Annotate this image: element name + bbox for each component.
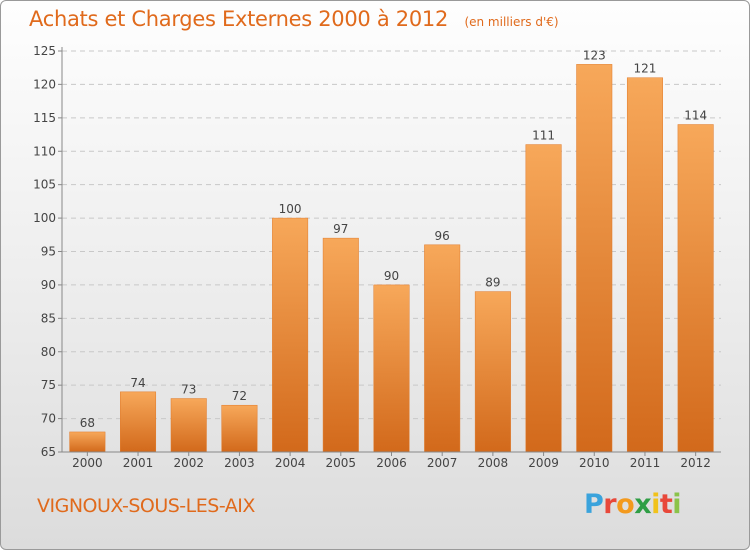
bar	[272, 217, 309, 453]
logo-letter: i	[672, 489, 682, 520]
y-tick-label: 95	[41, 245, 56, 259]
x-tick-label: 2003	[224, 456, 255, 470]
bar	[69, 431, 106, 453]
x-tick-label: 2008	[478, 456, 509, 470]
bar	[373, 284, 410, 453]
bar	[322, 237, 359, 453]
bar-value-label: 73	[181, 383, 196, 397]
chart-subtitle: (en milliers d'€)	[464, 15, 559, 29]
place-name: VIGNOUX-SOUS-LES-AIX	[37, 495, 255, 517]
x-tick-label: 2001	[123, 456, 154, 470]
logo-letter: r	[603, 489, 617, 520]
x-tick-label: 2009	[528, 456, 559, 470]
y-tick-label: 115	[33, 111, 56, 125]
bar	[120, 391, 157, 453]
bar-value-label: 100	[279, 202, 302, 216]
y-tick-label: 90	[41, 278, 56, 292]
x-tick-label: 2011	[630, 456, 661, 470]
x-tick-label: 2006	[376, 456, 407, 470]
logo-letter: i	[651, 489, 660, 520]
logo-letter: P	[584, 489, 604, 520]
bar	[677, 124, 714, 453]
y-tick-label: 125	[33, 44, 56, 58]
bar	[170, 398, 207, 453]
y-tick-label: 65	[41, 445, 56, 459]
proxiti-logo: Proxiti	[584, 489, 682, 520]
bar-value-label: 72	[232, 389, 247, 403]
bars: 68 74 73 72 100 97 90 96 89 111 123 121 114	[69, 48, 714, 453]
chart-title-text: Achats et Charges Externes 2000 à 2012	[29, 7, 449, 31]
x-tick-label: 2000	[72, 456, 103, 470]
y-tick-label: 70	[41, 412, 56, 426]
bar-value-label: 90	[384, 269, 399, 283]
x-tick-label: 2010	[579, 456, 610, 470]
bar-value-label: 89	[485, 276, 500, 290]
bar	[424, 244, 461, 453]
x-tick-label: 2007	[427, 456, 458, 470]
y-tick-label: 110	[33, 144, 56, 158]
bar	[626, 77, 663, 453]
bar	[576, 64, 613, 453]
logo-letter: o	[616, 489, 635, 520]
bar-value-label: 74	[130, 376, 145, 390]
logo-letter: t	[659, 489, 673, 520]
x-tick-label: 2005	[326, 456, 357, 470]
bar-value-label: 96	[435, 229, 450, 243]
x-tick-label: 2012	[680, 456, 711, 470]
y-tick-label: 100	[33, 211, 56, 225]
bar	[474, 291, 511, 453]
logo-letter: x	[634, 489, 652, 520]
bar-value-label: 97	[333, 222, 348, 236]
bar	[221, 404, 258, 453]
bar-value-label: 114	[684, 109, 707, 123]
axes: 65 70 75 80 85 90 95 100 105 110 115 120 125 2000 2001…	[33, 44, 721, 470]
bar-value-label: 121	[634, 62, 657, 76]
y-tick-label: 80	[41, 345, 56, 359]
chart-title: Achats et Charges Externes 2000 à 2012 (…	[29, 7, 559, 31]
y-tick-label: 75	[41, 378, 56, 392]
bar-value-label: 68	[80, 416, 95, 430]
y-tick-label: 85	[41, 311, 56, 325]
y-tick-label: 120	[33, 77, 56, 91]
x-tick-label: 2002	[173, 456, 204, 470]
bar-value-label: 111	[532, 129, 555, 143]
bar-value-label: 123	[583, 48, 606, 62]
x-tick-label: 2004	[275, 456, 306, 470]
bar	[525, 144, 562, 453]
y-tick-label: 105	[33, 178, 56, 192]
